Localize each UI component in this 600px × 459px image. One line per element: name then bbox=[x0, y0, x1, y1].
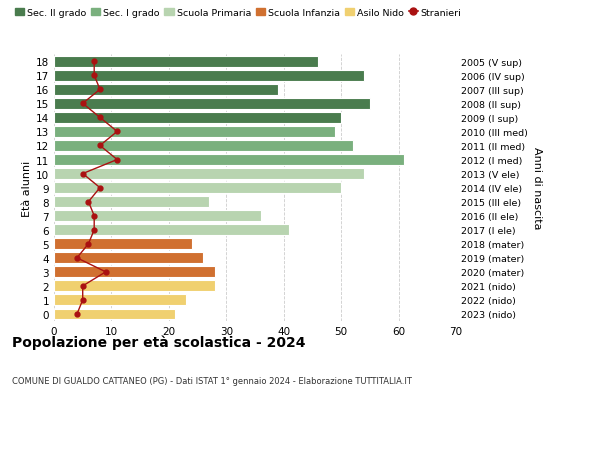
Bar bbox=[54, 211, 261, 222]
Bar bbox=[54, 309, 175, 320]
Bar bbox=[54, 281, 215, 292]
Bar bbox=[54, 71, 364, 82]
Bar bbox=[54, 183, 341, 194]
Text: Popolazione per età scolastica - 2024: Popolazione per età scolastica - 2024 bbox=[12, 335, 305, 350]
Bar bbox=[54, 99, 370, 110]
Bar bbox=[54, 197, 209, 207]
Bar bbox=[54, 112, 341, 123]
Bar bbox=[54, 141, 353, 151]
Bar bbox=[54, 239, 192, 250]
Y-axis label: Anni di nascita: Anni di nascita bbox=[532, 147, 542, 230]
Bar bbox=[54, 84, 278, 95]
Y-axis label: Età alunni: Età alunni bbox=[22, 160, 32, 216]
Bar bbox=[54, 56, 318, 67]
Bar bbox=[54, 225, 289, 235]
Bar bbox=[54, 267, 215, 278]
Bar bbox=[54, 127, 335, 138]
Bar bbox=[54, 155, 404, 166]
Text: COMUNE DI GUALDO CATTANEO (PG) - Dati ISTAT 1° gennaio 2024 - Elaborazione TUTTI: COMUNE DI GUALDO CATTANEO (PG) - Dati IS… bbox=[12, 376, 412, 386]
Legend: Sec. II grado, Sec. I grado, Scuola Primaria, Scuola Infanzia, Asilo Nido, Stran: Sec. II grado, Sec. I grado, Scuola Prim… bbox=[11, 5, 466, 21]
Bar bbox=[54, 295, 186, 306]
Bar bbox=[54, 253, 203, 264]
Bar bbox=[54, 169, 364, 179]
